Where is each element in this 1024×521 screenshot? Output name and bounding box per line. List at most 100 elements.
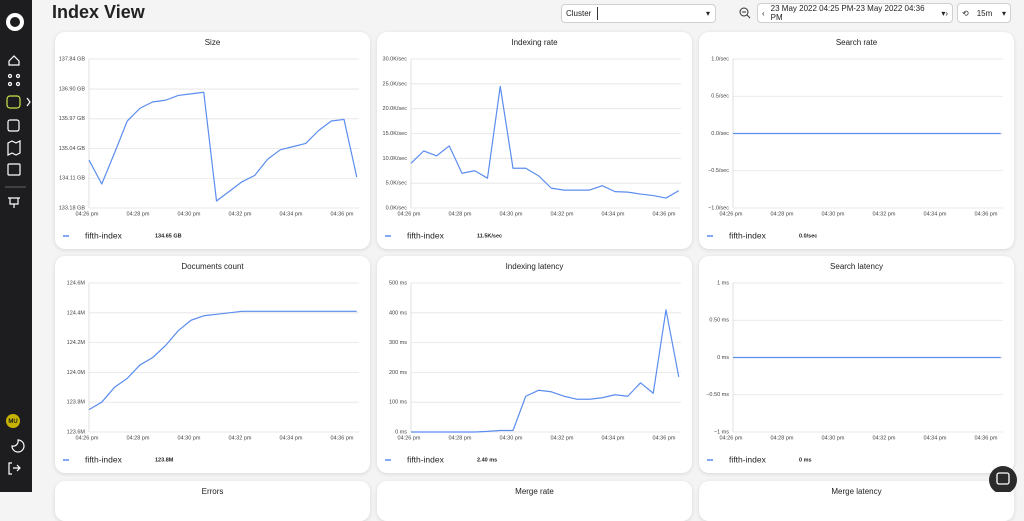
x-tick-label: 04:30 pm [178, 211, 201, 217]
time-range-text: 23 May 2022 04:25 PM-23 May 2022 04:36 P… [770, 4, 925, 22]
legend-value: 0 ms [799, 457, 812, 463]
zoom-out-icon[interactable] [738, 6, 752, 20]
x-tick-label: 04:32 pm [229, 435, 252, 441]
x-tick-label: 04:28 pm [771, 435, 794, 441]
y-tick-label: 15.0K/sec [383, 131, 408, 137]
sidebar: MU [0, 0, 32, 492]
chart-card: Merge latency [699, 481, 1014, 521]
y-tick-label: 0.50 ms [709, 318, 729, 324]
x-tick-label: 04:34 pm [924, 211, 947, 217]
y-tick-label: −1.0/sec [708, 205, 729, 211]
x-tick-label: 04:34 pm [280, 211, 303, 217]
chart-card: Size 133.18 GB 134.11 GB 135.04 GB 135.97 GB… [55, 32, 370, 249]
x-tick-label: 04:32 pm [873, 435, 896, 441]
x-tick-label: 04:32 pm [873, 211, 896, 217]
series-line [88, 91, 358, 202]
index-icon[interactable] [6, 95, 21, 109]
x-tick-label: 04:28 pm [449, 435, 472, 441]
x-tick-label: 04:28 pm [771, 211, 794, 217]
y-tick-label: 0.5/sec [711, 94, 729, 100]
legend-label: fifth-index [407, 230, 445, 240]
chart-card: Indexing latency 0 ms 100 ms 200 ms 300 ms 40… [377, 256, 692, 473]
chart-card: Search rate −1.0/sec −0.5/sec 0.0/sec 0.5/se… [699, 32, 1014, 249]
x-tick-label: 04:30 pm [822, 211, 845, 217]
legend-value: 2.40 ms [477, 457, 497, 463]
x-tick-label: 04:32 pm [551, 435, 574, 441]
x-tick-label: 04:30 pm [500, 435, 523, 441]
x-tick-label: 04:30 pm [500, 211, 523, 217]
x-tick-label: 04:36 pm [975, 435, 998, 441]
legend-value: 134.65 GB [155, 233, 182, 239]
sidebar-icons: MU [5, 13, 31, 475]
legend-label: fifth-index [407, 454, 445, 464]
y-tick-label: 0.0K/sec [386, 205, 408, 211]
x-tick-label: 04:36 pm [331, 211, 354, 217]
chart-card: Indexing rate 0.0K/sec 5.0K/sec 10.0K/sec 15… [377, 32, 692, 249]
x-tick-label: 04:34 pm [924, 435, 947, 441]
y-tick-label: 124.0M [67, 370, 86, 376]
y-tick-label: 500 ms [389, 280, 407, 286]
y-tick-label: 0.0/sec [711, 131, 729, 137]
x-tick-label: 04:34 pm [602, 435, 625, 441]
page-title: Index View [52, 2, 145, 22]
y-tick-label: 0 ms [395, 429, 407, 435]
refresh-select[interactable]: ⟲ 15m ▾ [957, 3, 1011, 23]
x-tick-label: 04:26 pm [398, 211, 421, 217]
y-tick-label: 136.90 GB [59, 87, 86, 93]
chat-button[interactable] [988, 464, 1018, 492]
chart-card: Errors [55, 481, 370, 521]
x-tick-label: 04:28 pm [127, 211, 150, 217]
y-tick-label: 5.0K/sec [386, 181, 408, 187]
chart-title: Indexing latency [506, 262, 564, 271]
legend-label: fifth-index [729, 230, 767, 240]
series-line [410, 85, 680, 199]
home-icon[interactable] [8, 55, 20, 66]
cluster-label: Cluster [566, 9, 592, 18]
x-tick-label: 04:26 pm [720, 211, 743, 217]
y-tick-label: 200 ms [389, 370, 407, 376]
x-tick-label: 04:34 pm [280, 435, 303, 441]
y-tick-label: 135.97 GB [59, 116, 86, 122]
user-avatar[interactable]: MU [8, 419, 17, 425]
chart-title: Search latency [830, 262, 883, 271]
x-tick-label: 04:36 pm [653, 211, 676, 217]
nodes-icon[interactable] [7, 73, 21, 87]
legend-value: 11.5K/sec [477, 233, 502, 239]
x-tick-label: 04:34 pm [602, 211, 625, 217]
y-tick-label: −1 ms [714, 429, 729, 435]
legend-value: 123.8M [155, 457, 174, 463]
x-tick-label: 04:30 pm [178, 435, 201, 441]
chart: Indexing rate 0.0K/sec 5.0K/sec 10.0K/sec 15… [383, 38, 681, 240]
y-tick-label: −0.5/sec [708, 168, 729, 174]
dashboard-icon[interactable] [7, 119, 20, 132]
logout-icon[interactable] [8, 462, 21, 475]
y-tick-label: 123.8M [67, 400, 86, 406]
x-tick-label: 04:28 pm [449, 211, 472, 217]
x-tick-label: 04:32 pm [229, 211, 252, 217]
y-tick-label: 300 ms [389, 340, 407, 346]
x-tick-label: 04:28 pm [127, 435, 150, 441]
series-line [88, 310, 357, 411]
cluster-select[interactable]: Cluster ▾ [561, 4, 716, 23]
chart-card: Documents count 123.6M 123.8M 124.0M 124.2M 1… [55, 256, 370, 473]
expand-icon[interactable] [26, 97, 31, 107]
x-tick-label: 04:36 pm [653, 435, 676, 441]
chart: Size 133.18 GB 134.11 GB 135.04 GB 135.97 GB… [59, 38, 359, 240]
legend-label: fifth-index [85, 454, 123, 464]
search-icon[interactable] [7, 163, 21, 176]
x-tick-label: 04:26 pm [76, 435, 99, 441]
y-tick-label: 20.0K/sec [383, 106, 408, 112]
time-range[interactable]: ‹ 23 May 2022 04:25 PM-23 May 2022 04:36… [757, 3, 953, 23]
theme-icon[interactable] [11, 439, 25, 453]
chart-title: Size [205, 38, 221, 47]
chart: Search rate −1.0/sec −0.5/sec 0.0/sec 0.5/se… [707, 38, 1003, 240]
legend-label: fifth-index [729, 454, 767, 464]
x-tick-label: 04:26 pm [720, 435, 743, 441]
map-icon[interactable] [7, 140, 21, 156]
presentation-icon[interactable] [8, 197, 20, 208]
y-tick-label: 135.04 GB [59, 146, 86, 152]
refresh-interval: 15m [976, 8, 993, 18]
x-tick-label: 04:30 pm [822, 435, 845, 441]
y-tick-label: 400 ms [389, 310, 407, 316]
